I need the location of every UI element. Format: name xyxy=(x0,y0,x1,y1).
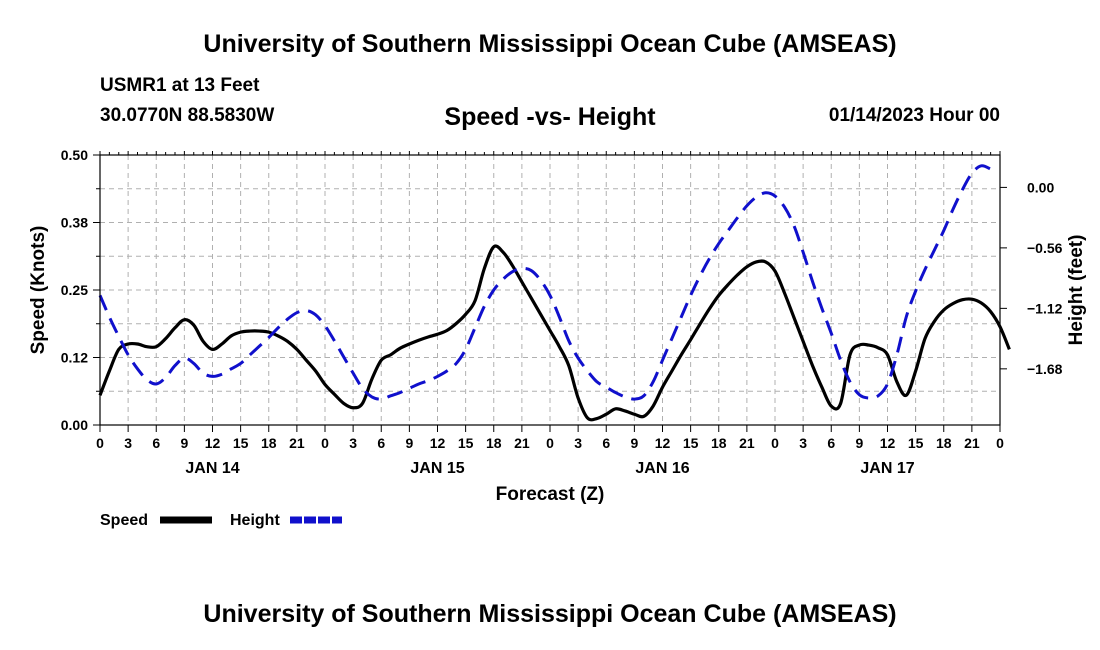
x-tick-label: 0 xyxy=(996,435,1004,451)
x-tick-label: 3 xyxy=(349,435,357,451)
x-tick-label: 21 xyxy=(289,435,305,451)
x-tick-label: 6 xyxy=(152,435,160,451)
x-tick-label: 0 xyxy=(546,435,554,451)
x-tick-label: 12 xyxy=(430,435,446,451)
x-tick-label: 21 xyxy=(514,435,530,451)
x-tick-label: 15 xyxy=(458,435,474,451)
x-tick-label: 9 xyxy=(180,435,188,451)
y-left-tick-label: 0.50 xyxy=(61,147,88,163)
page-title: University of Southern Mississippi Ocean… xyxy=(203,30,897,58)
x-tick-label: 21 xyxy=(964,435,980,451)
legend: Speed Height xyxy=(100,512,342,529)
grid xyxy=(100,155,1000,425)
x-tick-label: 15 xyxy=(683,435,699,451)
x-tick-label: 3 xyxy=(574,435,582,451)
y-right-tick-label: −1.12 xyxy=(1027,300,1063,316)
x-tick-label: 9 xyxy=(855,435,863,451)
day-label: JAN 15 xyxy=(410,460,464,477)
x-tick-label: 0 xyxy=(771,435,779,451)
y-right-tick-label: −1.68 xyxy=(1027,361,1063,377)
x-tick-label: 21 xyxy=(739,435,755,451)
x-tick-label: 6 xyxy=(602,435,610,451)
x-tick-label: 3 xyxy=(799,435,807,451)
y-left-tick-label: 0.12 xyxy=(61,350,88,366)
y-left-tick-label: 0.00 xyxy=(61,417,88,433)
station-label: USMR1 at 13 Feet xyxy=(100,75,260,96)
x-axis-title: Forecast (Z) xyxy=(496,484,605,505)
forecast-date: 01/14/2023 Hour 00 xyxy=(828,105,1000,126)
x-tick-label: 6 xyxy=(377,435,385,451)
x-tick-label: 3 xyxy=(124,435,132,451)
y-right-tick-label: 0.00 xyxy=(1027,179,1054,195)
series-line-height xyxy=(98,164,992,401)
x-tick-label: 18 xyxy=(486,435,502,451)
y-left-tick-label: 0.25 xyxy=(61,282,88,298)
y-right-tick-label: −0.56 xyxy=(1027,240,1063,256)
x-tick-label: 15 xyxy=(233,435,249,451)
y-left-tick-label: 0.38 xyxy=(61,215,88,231)
left-axis-title: Speed (Knots) xyxy=(28,226,49,355)
x-tick-label: 9 xyxy=(405,435,413,451)
x-tick-label: 12 xyxy=(205,435,221,451)
legend-label-speed: Speed xyxy=(100,512,148,529)
x-tick-label: 9 xyxy=(630,435,638,451)
x-tick-label: 0 xyxy=(96,435,104,451)
plot-frame xyxy=(99,154,1001,426)
x-tick-label: 0 xyxy=(321,435,329,451)
station-coords: 30.0770N 88.5830W xyxy=(100,105,275,126)
x-tick-label: 18 xyxy=(261,435,277,451)
chart-title: Speed -vs- Height xyxy=(444,103,656,131)
x-tick-label: 6 xyxy=(827,435,835,451)
day-label: JAN 14 xyxy=(185,460,239,477)
x-tick-label: 12 xyxy=(880,435,896,451)
day-label: JAN 16 xyxy=(635,460,689,477)
series-line-speed xyxy=(98,244,1011,422)
footer-title: University of Southern Mississippi Ocean… xyxy=(203,600,897,628)
series-lines xyxy=(98,164,1011,422)
legend-label-height: Height xyxy=(230,512,280,529)
x-tick-label: 18 xyxy=(711,435,727,451)
x-tick-label: 12 xyxy=(655,435,671,451)
x-tick-label: 15 xyxy=(908,435,924,451)
x-tick-label: 18 xyxy=(936,435,952,451)
day-label: JAN 17 xyxy=(860,460,914,477)
right-axis-title: Height (feet) xyxy=(1066,235,1087,346)
axis-ticks: 0 3 6 9 12 15 18 21 0 3 6 9 12 15 18 21 0 3 6 9 12 15 18 21 0 3 6 9… xyxy=(61,147,1063,477)
